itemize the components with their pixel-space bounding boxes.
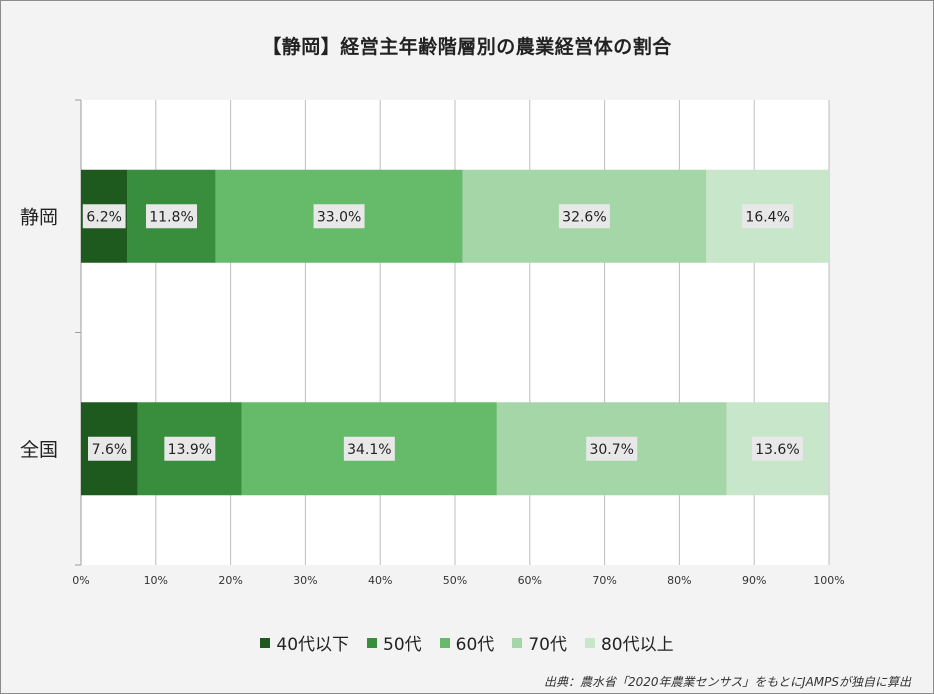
x-tick-label: 90% [742,574,766,587]
legend-swatch [584,637,595,648]
data-label: 13.6% [755,442,799,458]
data-label: 7.6% [92,442,128,458]
legend-label: 40代以下 [276,635,350,655]
data-label-box [586,436,638,461]
y-category-label: 静岡 [20,206,58,228]
legend-item: 60代 [439,630,495,655]
data-label-box [88,436,131,461]
data-label-box [82,204,126,229]
data-label-box [742,204,794,229]
legend-swatch [260,637,271,648]
chart-title: 【静岡】経営主年齢階層別の農業経営体の割合 [262,36,672,58]
legend-swatch [439,637,450,648]
x-tick-label: 30% [293,574,317,587]
data-label-box [558,204,610,229]
data-label: 6.2% [86,209,122,225]
legend: 40代以下 50代 60代 70代 80代以上 [1,630,933,655]
x-tick-label: 20% [218,574,242,587]
x-tick-label: 10% [144,574,168,587]
legend-item: 50代 [367,630,422,655]
x-tick-label: 50% [443,574,467,587]
data-label-box [751,436,803,461]
legend-item: 70代 [512,630,567,655]
data-label: 16.4% [745,209,789,225]
legend-swatch [512,637,523,648]
y-category-label: 全国 [20,439,58,461]
data-label-box [164,436,216,461]
legend-label: 60代 [455,635,495,655]
legend-label: 70代 [528,635,567,655]
legend-label: 50代 [383,635,422,655]
x-tick-label: 100% [813,574,844,587]
data-label-box [313,204,365,229]
data-label: 34.1% [347,442,391,458]
x-tick-label: 60% [518,574,542,587]
legend-swatch [367,637,378,648]
legend-item: 80代以上 [584,630,674,655]
data-label: 13.9% [168,442,212,458]
data-label: 33.0% [317,209,361,225]
x-tick-label: 80% [667,574,691,587]
data-label-box [343,436,395,461]
legend-item: 40代以下 [260,630,349,655]
legend-label: 80代以上 [600,635,674,655]
x-tick-label: 40% [368,574,392,587]
source-note: 出典：農水省「2020年農業センサス」をもとにJAMPSが独自に算出 [543,675,911,689]
data-label: 11.8% [149,209,193,225]
data-label-box [146,204,198,229]
data-label: 30.7% [589,442,633,458]
x-tick-label: 0% [72,574,89,587]
x-tick-label: 70% [592,574,616,587]
data-label: 32.6% [562,209,606,225]
